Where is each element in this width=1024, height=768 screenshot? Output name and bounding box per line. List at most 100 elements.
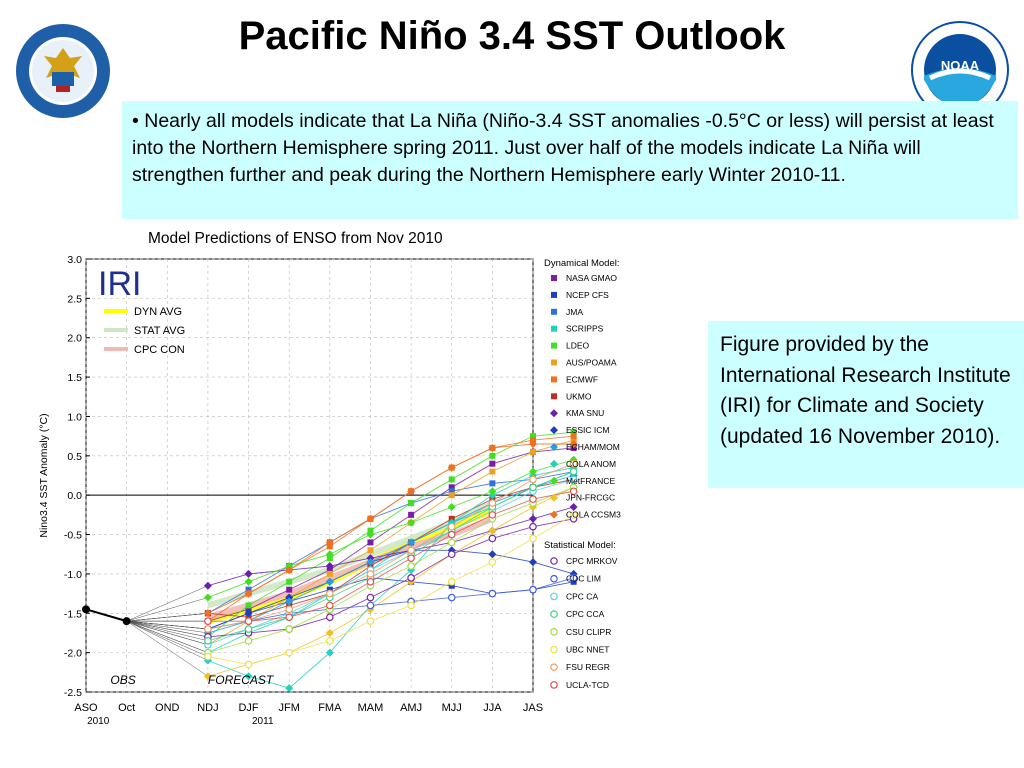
data-point [367,539,374,546]
series-line [207,549,574,630]
iri-watermark: IRI [98,265,141,303]
data-point [366,530,375,539]
series-line [207,443,574,614]
data-point [286,578,293,585]
data-point [530,433,536,440]
data-point [244,660,253,669]
data-point [569,511,578,519]
data-point [551,275,557,281]
data-point [408,500,415,507]
data-point [551,393,557,400]
data-point [529,467,537,476]
data-point [448,476,455,483]
data-point [551,325,557,332]
series-line [207,475,574,634]
legend-label-dynamical: KMA SNU [566,408,604,418]
x-tick-label: FMA [318,702,342,714]
data-point [326,589,334,598]
data-point [488,589,497,598]
data-point [325,550,334,559]
data-point [204,652,212,661]
data-point [529,514,537,523]
forecast-connector [126,620,208,638]
data-point [550,681,558,689]
data-point [244,625,253,633]
data-point [488,526,497,535]
legend-label-statistical: CPC CCA [566,609,605,619]
chart-title: Model Predictions of ENSO from Nov 2010 [148,230,443,247]
data-point [203,581,212,590]
data-point [447,502,456,511]
forecast-connector [126,620,209,661]
data-point [570,578,577,585]
noaa-logo-icon: NOAA [911,21,1009,119]
data-point [551,342,557,349]
data-point [488,534,497,543]
data-point [408,511,415,518]
y-tick-label: 1.5 [67,372,82,384]
data-point [203,672,212,681]
y-tick-label: -2.0 [64,648,82,660]
data-point [204,625,212,633]
legend-label-dynamical: JMA [566,307,583,317]
legend-label-dynamical: SCRIPPS [566,324,604,334]
legend-label-avg: STAT AVG [134,325,185,337]
data-point [550,409,558,418]
data-point [447,550,456,559]
y-axis-label: Nino3.4 SST Anomaly (°C) [38,413,50,537]
forecast-connector [126,620,208,642]
legend-label-dynamical: JPN-FRCGC [566,493,615,503]
data-point [569,487,578,496]
data-point [570,429,577,436]
plot-area [85,258,534,693]
data-point [550,610,558,618]
data-point [488,558,497,566]
data-point [325,538,334,547]
forecast-connector [126,620,209,677]
x-tick-label: MJJ [442,702,462,714]
data-point [489,480,496,487]
data-point [448,488,455,495]
x-tick-label: OND [155,702,180,714]
x-tick-label: JAS [523,702,543,714]
legend-label-dynamical: ECHAM/MOM [566,442,620,452]
legend-label-dynamical: NASA GMAO [566,273,617,283]
data-point [551,308,557,315]
series-line [207,479,574,646]
forecast-label: FORECAST [208,673,275,687]
data-point [285,605,293,614]
legend-label-dynamical: NCEP CFS [566,290,609,300]
y-tick-label: -1.5 [64,608,82,620]
legend-label-statistical: CSU CLIPR [566,627,611,637]
data-point [489,460,496,467]
data-point [285,625,293,633]
data-point [407,562,415,570]
data-point [366,601,375,610]
data-point [550,426,558,435]
data-point [326,601,334,610]
data-point [550,627,558,636]
data-point [204,617,212,625]
data-point [244,617,253,625]
forecast-connector [126,585,209,622]
data-point [203,593,212,602]
legend-heading-dynamical: Dynamical Model: [544,258,620,269]
forecast-connector [126,620,209,657]
data-point [488,511,497,519]
data-point [366,570,375,578]
y-tick-label: -1.0 [64,569,82,581]
data-point [244,577,253,586]
data-point [550,663,558,672]
legend-label-statistical: UBC NNET [566,645,609,655]
data-point [529,522,537,531]
series-line [207,490,574,622]
data-point [407,518,416,527]
legend-label-avg: CPC CON [134,344,185,356]
noaa-logo-text: NOAA [941,58,980,73]
data-point [488,487,497,496]
data-point [448,492,455,499]
data-point [326,570,333,577]
data-point [550,574,558,583]
data-point [325,648,334,657]
data-point [366,577,375,586]
